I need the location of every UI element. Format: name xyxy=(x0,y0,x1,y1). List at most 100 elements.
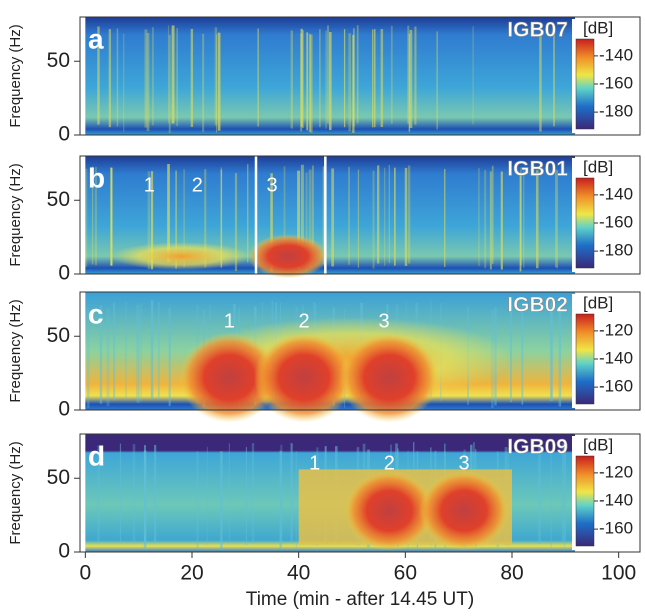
texture xyxy=(356,25,359,124)
colorbar-tick-label: -140 xyxy=(599,45,633,64)
texture xyxy=(97,26,100,125)
axes-frame xyxy=(79,155,641,275)
texture xyxy=(151,27,154,126)
panel-label: a xyxy=(88,23,104,54)
station-label: IGB07 xyxy=(507,19,568,42)
texture xyxy=(407,25,410,124)
texture xyxy=(176,28,178,127)
colorbar-tick-label: -180 xyxy=(599,241,633,260)
colorbar-tick-label: -120 xyxy=(599,320,633,339)
texture xyxy=(183,169,185,268)
texture xyxy=(519,173,522,272)
event-label: 3 xyxy=(458,452,469,474)
texture xyxy=(108,29,112,128)
texture xyxy=(414,26,417,125)
texture xyxy=(327,25,329,124)
texture xyxy=(409,29,413,128)
x-tick-label: 100 xyxy=(601,562,636,585)
texture xyxy=(348,166,350,265)
texture xyxy=(171,25,175,124)
texture xyxy=(245,447,248,546)
event-label: 1 xyxy=(144,174,155,196)
texture xyxy=(215,34,217,133)
texture xyxy=(491,165,494,264)
texture xyxy=(251,443,255,542)
texture xyxy=(539,33,542,132)
x-tick-label: 20 xyxy=(180,562,203,585)
texture xyxy=(220,169,222,268)
texture xyxy=(538,446,541,545)
texture xyxy=(302,30,304,129)
texture xyxy=(478,168,480,267)
colorbar xyxy=(575,38,595,130)
texture xyxy=(472,26,474,125)
texture xyxy=(309,34,313,133)
colorbar xyxy=(575,455,595,547)
station-label: IGB01 xyxy=(507,158,568,181)
texture xyxy=(217,32,221,131)
colorbar xyxy=(575,177,595,269)
texture xyxy=(111,242,252,271)
colorbar-tick-label: -140 xyxy=(599,490,633,509)
texture xyxy=(119,443,122,542)
event-label: 2 xyxy=(192,174,203,196)
axes-frame xyxy=(79,291,641,411)
y-axis-label: Frequency (Hz) xyxy=(7,299,24,402)
event-label: 2 xyxy=(298,310,309,332)
axes-frame xyxy=(79,433,641,553)
texture xyxy=(113,302,116,401)
panel-label: d xyxy=(88,440,105,471)
station-label: IGB02 xyxy=(507,294,568,317)
panel-label: b xyxy=(88,162,105,193)
texture xyxy=(146,32,150,131)
texture xyxy=(484,170,487,269)
texture xyxy=(234,173,238,272)
texture xyxy=(283,166,286,265)
texture xyxy=(564,442,566,541)
texture xyxy=(290,443,293,542)
texture xyxy=(300,164,304,263)
texture xyxy=(305,172,308,271)
texture xyxy=(372,29,374,128)
texture xyxy=(561,442,565,541)
y-axis-label: Frequency (Hz) xyxy=(7,24,24,127)
texture xyxy=(206,446,208,545)
texture xyxy=(559,308,561,407)
texture xyxy=(376,165,380,264)
texture xyxy=(556,170,558,269)
y-tick-label: 0 xyxy=(58,262,70,285)
colorbar-label: [dB] xyxy=(583,435,613,454)
texture xyxy=(563,451,566,550)
texture xyxy=(97,445,100,544)
texture xyxy=(214,27,218,126)
texture xyxy=(319,29,321,128)
texture xyxy=(248,234,328,279)
texture xyxy=(204,169,207,268)
panel-label: c xyxy=(88,298,104,329)
texture xyxy=(87,309,90,408)
texture xyxy=(94,167,97,266)
y-tick-label: 0 xyxy=(58,398,70,421)
texture xyxy=(419,470,509,551)
texture xyxy=(144,29,148,128)
texture xyxy=(202,33,205,132)
colorbar-label: [dB] xyxy=(583,293,613,312)
texture xyxy=(140,303,142,402)
event-label: 2 xyxy=(384,452,395,474)
texture xyxy=(322,166,325,265)
texture xyxy=(311,165,314,264)
colorbar-tick-label: -160 xyxy=(599,212,633,231)
y-tick-label: 50 xyxy=(47,466,70,489)
texture xyxy=(436,31,438,130)
colorbar-tick-label: -120 xyxy=(599,462,633,481)
texture xyxy=(344,470,435,551)
x-axis-label: Time (min - after 14.45 UT) xyxy=(246,589,474,610)
colorbar-label: [dB] xyxy=(583,157,613,176)
texture xyxy=(394,167,396,266)
y-axis-label: Frequency (Hz) xyxy=(7,441,24,544)
event-label: 1 xyxy=(224,310,235,332)
texture xyxy=(150,300,154,399)
texture xyxy=(144,445,146,544)
colorbar-tick-label: -140 xyxy=(599,184,633,203)
texture xyxy=(158,301,160,400)
